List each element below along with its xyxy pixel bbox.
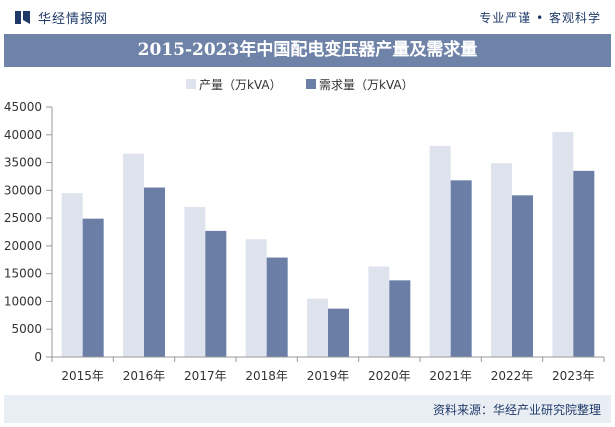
header-bar: 华经情报网 专业严谨 • 客观科学	[0, 0, 615, 34]
bar-demand-3	[266, 257, 288, 357]
bar-demand-1	[144, 187, 165, 357]
bar-production-1	[123, 153, 144, 357]
bar-demand-8	[573, 170, 595, 357]
source-note: 资料来源：华经产业研究院整理	[432, 403, 601, 417]
x-tick-label: 2022年	[491, 369, 534, 383]
x-tick-label: 2017年	[184, 369, 227, 383]
brand: 华经情报网	[14, 8, 108, 27]
bar-production-8	[552, 132, 574, 357]
slogan: 专业严谨 • 客观科学	[479, 11, 601, 25]
y-tick-label: 0	[34, 350, 42, 364]
x-tick-label: 2023年	[552, 369, 595, 383]
legend-swatch-production	[186, 79, 196, 89]
brand-name: 华经情报网	[38, 12, 109, 27]
bars	[61, 132, 595, 357]
legend: 产量（万kVA） 需求量（万kVA）	[186, 78, 414, 92]
y-axis: 0 5000 10000 15000 20000 25000 30000 35000 40000…	[4, 100, 53, 364]
legend-swatch-demand	[306, 79, 316, 89]
y-tick-label: 45000	[4, 100, 42, 114]
bar-chart: 产量（万kVA） 需求量（万kVA） 0 5000 10000 15000 20000 2…	[4, 78, 605, 383]
x-axis: 2015年 2016年 2017年 2018年 2019年 2020年 2021年 2022年…	[51, 356, 605, 383]
y-tick-label: 10000	[4, 294, 42, 308]
y-tick-label: 15000	[4, 267, 42, 281]
bar-production-0	[61, 193, 83, 357]
y-tick-label: 5000	[11, 322, 42, 336]
y-tick-label: 40000	[4, 128, 42, 142]
bar-production-4	[307, 298, 328, 357]
bar-demand-4	[328, 308, 349, 357]
bar-production-7	[491, 163, 512, 357]
brand-logo-icon	[14, 9, 31, 26]
legend-label-demand: 需求量（万kVA）	[319, 78, 414, 92]
x-tick-label: 2021年	[429, 369, 472, 383]
bar-demand-0	[82, 218, 104, 357]
bar-demand-7	[512, 195, 533, 357]
bar-demand-6	[450, 180, 472, 357]
y-tick-label: 30000	[4, 183, 42, 197]
y-tick-label: 20000	[4, 239, 42, 253]
x-tick-label: 2015年	[61, 369, 104, 383]
x-tick-label: 2016年	[123, 369, 166, 383]
bar-production-2	[184, 207, 206, 357]
x-tick-label: 2018年	[245, 369, 288, 383]
bar-demand-2	[205, 230, 227, 357]
bar-demand-5	[389, 280, 411, 357]
y-tick-label: 25000	[4, 211, 42, 225]
bar-production-6	[429, 145, 451, 357]
y-tick-label: 35000	[4, 156, 42, 170]
footer-bar: 资料来源：华经产业研究院整理	[4, 395, 611, 423]
x-tick-label: 2020年	[368, 369, 411, 383]
legend-label-production: 产量（万kVA）	[199, 78, 282, 92]
chart-title: 2015-2023年中国配电变压器产量及需求量	[4, 34, 611, 67]
bar-production-5	[368, 266, 390, 357]
x-tick-label: 2019年	[307, 369, 350, 383]
bar-production-3	[245, 239, 267, 357]
